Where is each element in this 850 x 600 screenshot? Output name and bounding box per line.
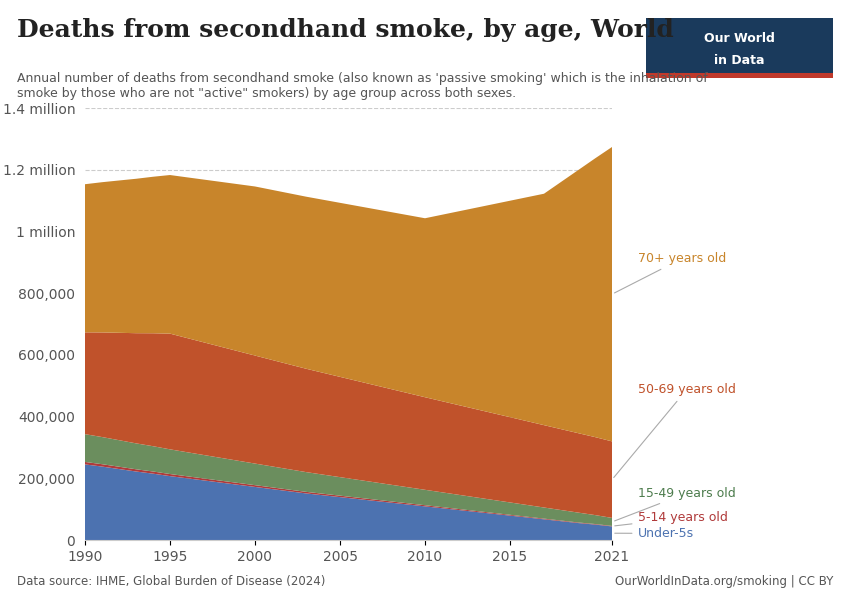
Text: 15-49 years old: 15-49 years old [615,487,735,521]
Text: 70+ years old: 70+ years old [615,252,726,293]
Text: 5-14 years old: 5-14 years old [615,511,728,526]
Text: Data source: IHME, Global Burden of Disease (2024): Data source: IHME, Global Burden of Dise… [17,575,326,588]
Text: Deaths from secondhand smoke, by age, World: Deaths from secondhand smoke, by age, Wo… [17,18,674,42]
Text: OurWorldInData.org/smoking | CC BY: OurWorldInData.org/smoking | CC BY [615,575,833,588]
Text: Annual number of deaths from secondhand smoke (also known as 'passive smoking' w: Annual number of deaths from secondhand … [17,72,708,100]
Bar [646,73,833,78]
Text: Our World: Our World [704,32,775,46]
Text: Under-5s: Under-5s [615,527,694,540]
Text: 50-69 years old: 50-69 years old [614,383,735,478]
Text: in Data: in Data [714,53,765,67]
